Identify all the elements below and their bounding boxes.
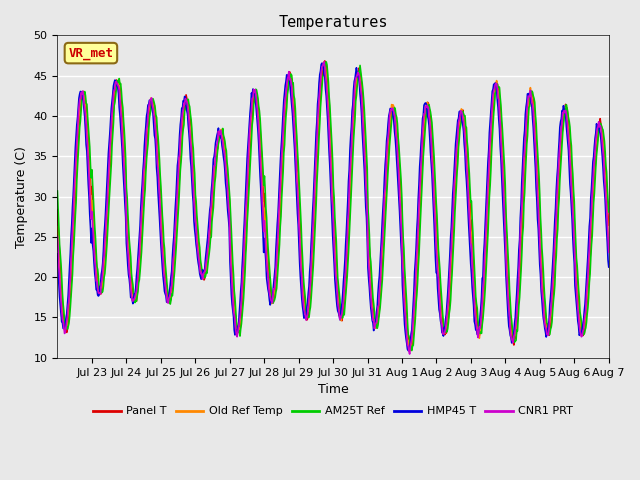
CNR1 PRT: [605, 250, 612, 255]
AM25T Ref: [118, 99, 126, 105]
HMP45 T: [390, 128, 398, 134]
CNR1 PRT: [118, 129, 126, 134]
Old Ref Temp: [220, 139, 227, 145]
AM25T Ref: [422, 114, 430, 120]
Old Ref Temp: [406, 348, 413, 354]
HMP45 T: [605, 264, 612, 270]
Y-axis label: Temperature (C): Temperature (C): [15, 145, 28, 248]
Panel T: [118, 109, 126, 115]
AM25T Ref: [605, 209, 612, 215]
Old Ref Temp: [54, 224, 61, 230]
Old Ref Temp: [268, 300, 275, 306]
HMP45 T: [54, 251, 61, 257]
Text: VR_met: VR_met: [68, 47, 113, 60]
Line: HMP45 T: HMP45 T: [58, 63, 609, 351]
Line: Old Ref Temp: Old Ref Temp: [58, 62, 609, 351]
Old Ref Temp: [390, 112, 398, 118]
Line: CNR1 PRT: CNR1 PRT: [58, 62, 609, 354]
AM25T Ref: [408, 348, 415, 353]
CNR1 PRT: [422, 104, 430, 110]
HMP45 T: [405, 348, 413, 354]
Panel T: [247, 132, 255, 137]
AM25T Ref: [390, 105, 398, 110]
HMP45 T: [268, 298, 275, 303]
Panel T: [422, 108, 430, 114]
AM25T Ref: [220, 132, 227, 138]
HMP45 T: [247, 102, 255, 108]
Old Ref Temp: [422, 103, 430, 109]
Panel T: [54, 207, 61, 213]
HMP45 T: [422, 101, 430, 107]
CNR1 PRT: [247, 114, 255, 120]
HMP45 T: [220, 154, 227, 160]
HMP45 T: [118, 146, 126, 152]
X-axis label: Time: Time: [317, 383, 348, 396]
Legend: Panel T, Old Ref Temp, AM25T Ref, HMP45 T, CNR1 PRT: Panel T, Old Ref Temp, AM25T Ref, HMP45 …: [88, 402, 578, 421]
CNR1 PRT: [54, 233, 61, 239]
Old Ref Temp: [247, 124, 255, 130]
AM25T Ref: [323, 59, 330, 65]
CNR1 PRT: [406, 351, 413, 357]
CNR1 PRT: [390, 112, 398, 118]
Panel T: [321, 58, 329, 64]
Old Ref Temp: [320, 60, 328, 65]
CNR1 PRT: [220, 146, 227, 152]
Panel T: [220, 135, 227, 141]
Panel T: [268, 294, 275, 300]
Title: Temperatures: Temperatures: [278, 15, 388, 30]
HMP45 T: [318, 60, 326, 66]
Panel T: [390, 108, 398, 114]
AM25T Ref: [54, 188, 61, 194]
Panel T: [407, 346, 415, 352]
Old Ref Temp: [605, 242, 612, 248]
CNR1 PRT: [320, 59, 328, 65]
AM25T Ref: [268, 292, 275, 298]
Line: AM25T Ref: AM25T Ref: [58, 62, 609, 350]
Panel T: [605, 222, 612, 228]
Old Ref Temp: [118, 120, 126, 126]
Line: Panel T: Panel T: [58, 61, 609, 349]
CNR1 PRT: [268, 299, 275, 304]
AM25T Ref: [247, 151, 255, 156]
